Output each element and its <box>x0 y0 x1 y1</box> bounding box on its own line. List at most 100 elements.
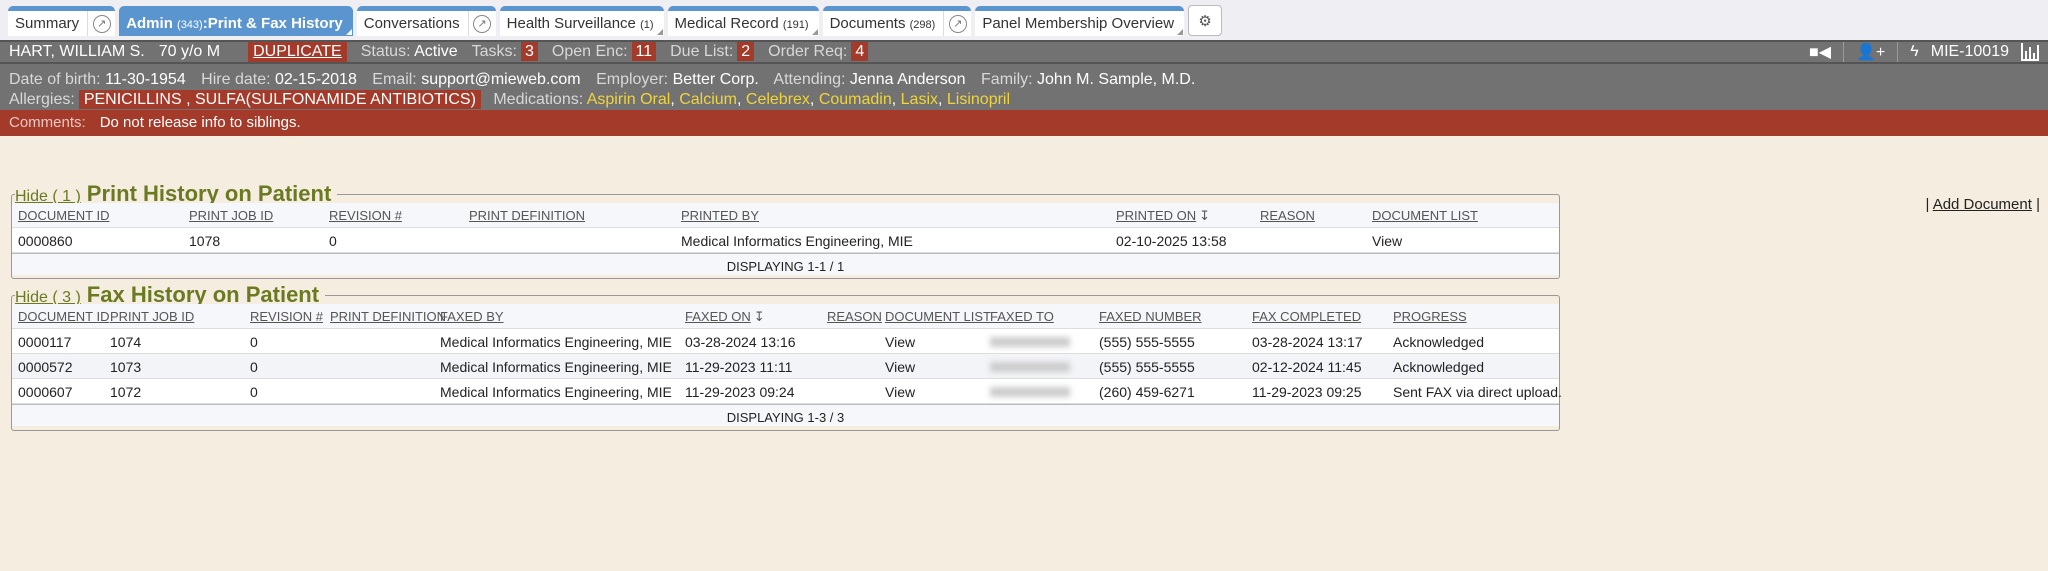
section-title: Fax History on Patient <box>86 282 320 307</box>
table-cell: Acknowledged <box>1393 334 1485 350</box>
tab-label: Conversations <box>363 15 460 32</box>
table-row[interactable]: 0000607 1072 0 Medical Informatics Engineer… <box>12 379 1562 404</box>
fax-history-section: Hide ( 3 ) Fax History on Patient DOCUMEN… <box>11 282 1562 431</box>
column-header-label: FAXED BY <box>440 309 504 324</box>
popout-icon[interactable]: ↗ <box>87 11 115 36</box>
column-header[interactable]: PRINTED ON ↧ <box>1116 208 1210 224</box>
lightning-icon[interactable]: ϟ <box>1910 43 1919 60</box>
table-row[interactable]: 0000117 1074 0 Medical Informatics Engineer… <box>12 329 1559 354</box>
order-req-badge[interactable]: 4 <box>851 42 869 61</box>
view-link[interactable]: View <box>1372 233 1403 249</box>
table-cell: 0 <box>329 233 337 249</box>
tasks-badge[interactable]: 3 <box>521 42 538 61</box>
column-header[interactable]: REASON <box>827 309 882 324</box>
column-header[interactable]: FAXED TO <box>990 309 1054 324</box>
table-cell: Medical Informatics Engineering, MIE <box>440 384 672 400</box>
column-header-label: REVISION # <box>329 208 402 223</box>
due-list-badge[interactable]: 2 <box>737 42 755 61</box>
tab-summary[interactable]: Summary ↗ <box>8 6 116 36</box>
tab-bar: Summary ↗ Admin (343):Print & Fax History… <box>0 0 2048 40</box>
view-link[interactable]: View <box>885 334 916 350</box>
column-header-label: PRINTED ON <box>1116 208 1197 223</box>
add-user-icon[interactable]: 👤+ <box>1856 44 1886 61</box>
column-header[interactable]: FAXED NUMBER <box>1099 309 1202 324</box>
tab-label: Panel Membership Overview <box>982 15 1175 32</box>
view-link[interactable]: View <box>885 359 916 375</box>
tab-documents[interactable]: Documents (298) ↗ <box>822 6 972 36</box>
tab-conversations[interactable]: Conversations ↗ <box>356 6 496 36</box>
tab-medical-record[interactable]: Medical Record (191) <box>667 6 819 36</box>
view-link[interactable]: View <box>885 384 916 400</box>
tab-label: Admin (343):Print & Fax History <box>126 15 343 32</box>
table-cell: (260) 459-6271 <box>1099 384 1195 400</box>
column-header[interactable]: DOCUMENT ID <box>18 309 109 324</box>
column-header[interactable]: PRINT JOB ID <box>189 208 273 223</box>
popout-icon[interactable]: ↗ <box>467 11 496 36</box>
bar-chart-icon[interactable] <box>2021 43 2039 61</box>
table-cell: 02-12-2024 11:45 <box>1252 359 1362 375</box>
tab-panel-membership[interactable]: Panel Membership Overview <box>975 6 1185 36</box>
medication[interactable]: Coumadin <box>818 91 892 108</box>
table-cell: 11-29-2023 09:24 <box>685 384 795 400</box>
medications-label: Medications: <box>493 91 584 108</box>
medication[interactable]: Lasix <box>900 91 938 108</box>
table-cell: Medical Informatics Engineering, MIE <box>440 334 672 350</box>
table-cell <box>990 334 1070 350</box>
tab-health-surveillance[interactable]: Health Surveillance (1) <box>499 6 664 36</box>
table-cell: (555) 555-5555 <box>1099 334 1195 350</box>
column-header[interactable]: FAX COMPLETED <box>1252 309 1361 324</box>
column-header[interactable]: REASON <box>1260 208 1315 223</box>
open-enc-badge[interactable]: 11 <box>631 42 657 61</box>
table-cell: (555) 555-5555 <box>1099 359 1195 375</box>
medication[interactable]: Celebrex <box>745 91 810 108</box>
tab-admin[interactable]: Admin (343):Print & Fax History <box>119 6 353 36</box>
duplicate-badge[interactable]: DUPLICATE <box>248 42 347 62</box>
add-document-link[interactable]: Add Document <box>1932 196 2032 213</box>
table-cell: 1078 <box>189 233 221 249</box>
medication[interactable]: Lisinopril <box>946 91 1011 108</box>
order-req-label: Order Req: <box>768 43 848 60</box>
column-header-label: PRINT JOB ID <box>189 208 274 223</box>
email-value: support@mieweb.com <box>421 71 581 88</box>
table-row[interactable]: 0000860 1078 0 Medical Informatics Engineer… <box>12 228 1559 253</box>
popout-icon[interactable]: ↗ <box>943 11 971 36</box>
column-header[interactable]: FAXED BY <box>440 309 504 324</box>
status-label: Status: <box>360 43 411 60</box>
open-enc-label: Open Enc: <box>551 43 628 60</box>
column-header[interactable]: PRINT DEFINITION <box>330 309 446 324</box>
table-cell: 0 <box>250 384 258 400</box>
column-header-label: DOCUMENT LIST <box>885 309 991 324</box>
column-header[interactable]: DOCUMENT LIST <box>1372 208 1478 223</box>
table-cell: Sent FAX via direct upload. <box>1393 384 1562 400</box>
redacted-value <box>990 362 1070 372</box>
table-cell: 11-29-2023 09:25 <box>1252 384 1362 400</box>
allergies-label: Allergies: <box>9 91 75 108</box>
column-header[interactable]: DOCUMENT ID <box>18 208 109 223</box>
video-camera-icon[interactable]: ■◀ <box>1809 44 1831 61</box>
column-header[interactable]: REVISION # <box>250 309 323 324</box>
redacted-value <box>990 387 1070 397</box>
column-header-label: REVISION # <box>250 309 323 324</box>
medication[interactable]: Calcium <box>679 91 737 108</box>
mrn: MIE-10019 <box>1930 43 2009 60</box>
table-footer: DISPLAYING 1-3 / 3 <box>12 404 1559 426</box>
column-header[interactable]: DOCUMENT LIST <box>885 309 991 324</box>
hide-print-history-link[interactable]: Hide ( 1 ) <box>15 188 81 205</box>
attending-label: Attending: <box>773 71 846 88</box>
column-header[interactable]: PRINT DEFINITION <box>469 208 585 223</box>
column-header[interactable]: FAXED ON ↧ <box>685 309 765 325</box>
family-value: John M. Sample, M.D. <box>1037 71 1196 88</box>
column-header[interactable]: PROGRESS <box>1393 309 1467 324</box>
gear-icon[interactable]: ⚙ <box>1188 5 1223 36</box>
table-header: DOCUMENT ID PRINT JOB ID REVISION # PRINT D… <box>12 304 1559 329</box>
column-header[interactable]: PRINT JOB ID <box>110 309 194 324</box>
hide-fax-history-link[interactable]: Hide ( 3 ) <box>15 289 81 306</box>
column-header[interactable]: REVISION # <box>329 208 402 223</box>
hire-label: Hire date: <box>201 71 271 88</box>
table-row[interactable]: 0000572 1073 0 Medical Informatics Engineer… <box>12 354 1559 379</box>
column-header[interactable]: PRINTED BY <box>681 208 759 223</box>
column-header-label: DOCUMENT ID <box>18 309 110 324</box>
column-header-label: REASON <box>1260 208 1315 223</box>
medication[interactable]: Aspirin Oral <box>586 91 671 108</box>
column-header-label: FAX COMPLETED <box>1252 309 1362 324</box>
